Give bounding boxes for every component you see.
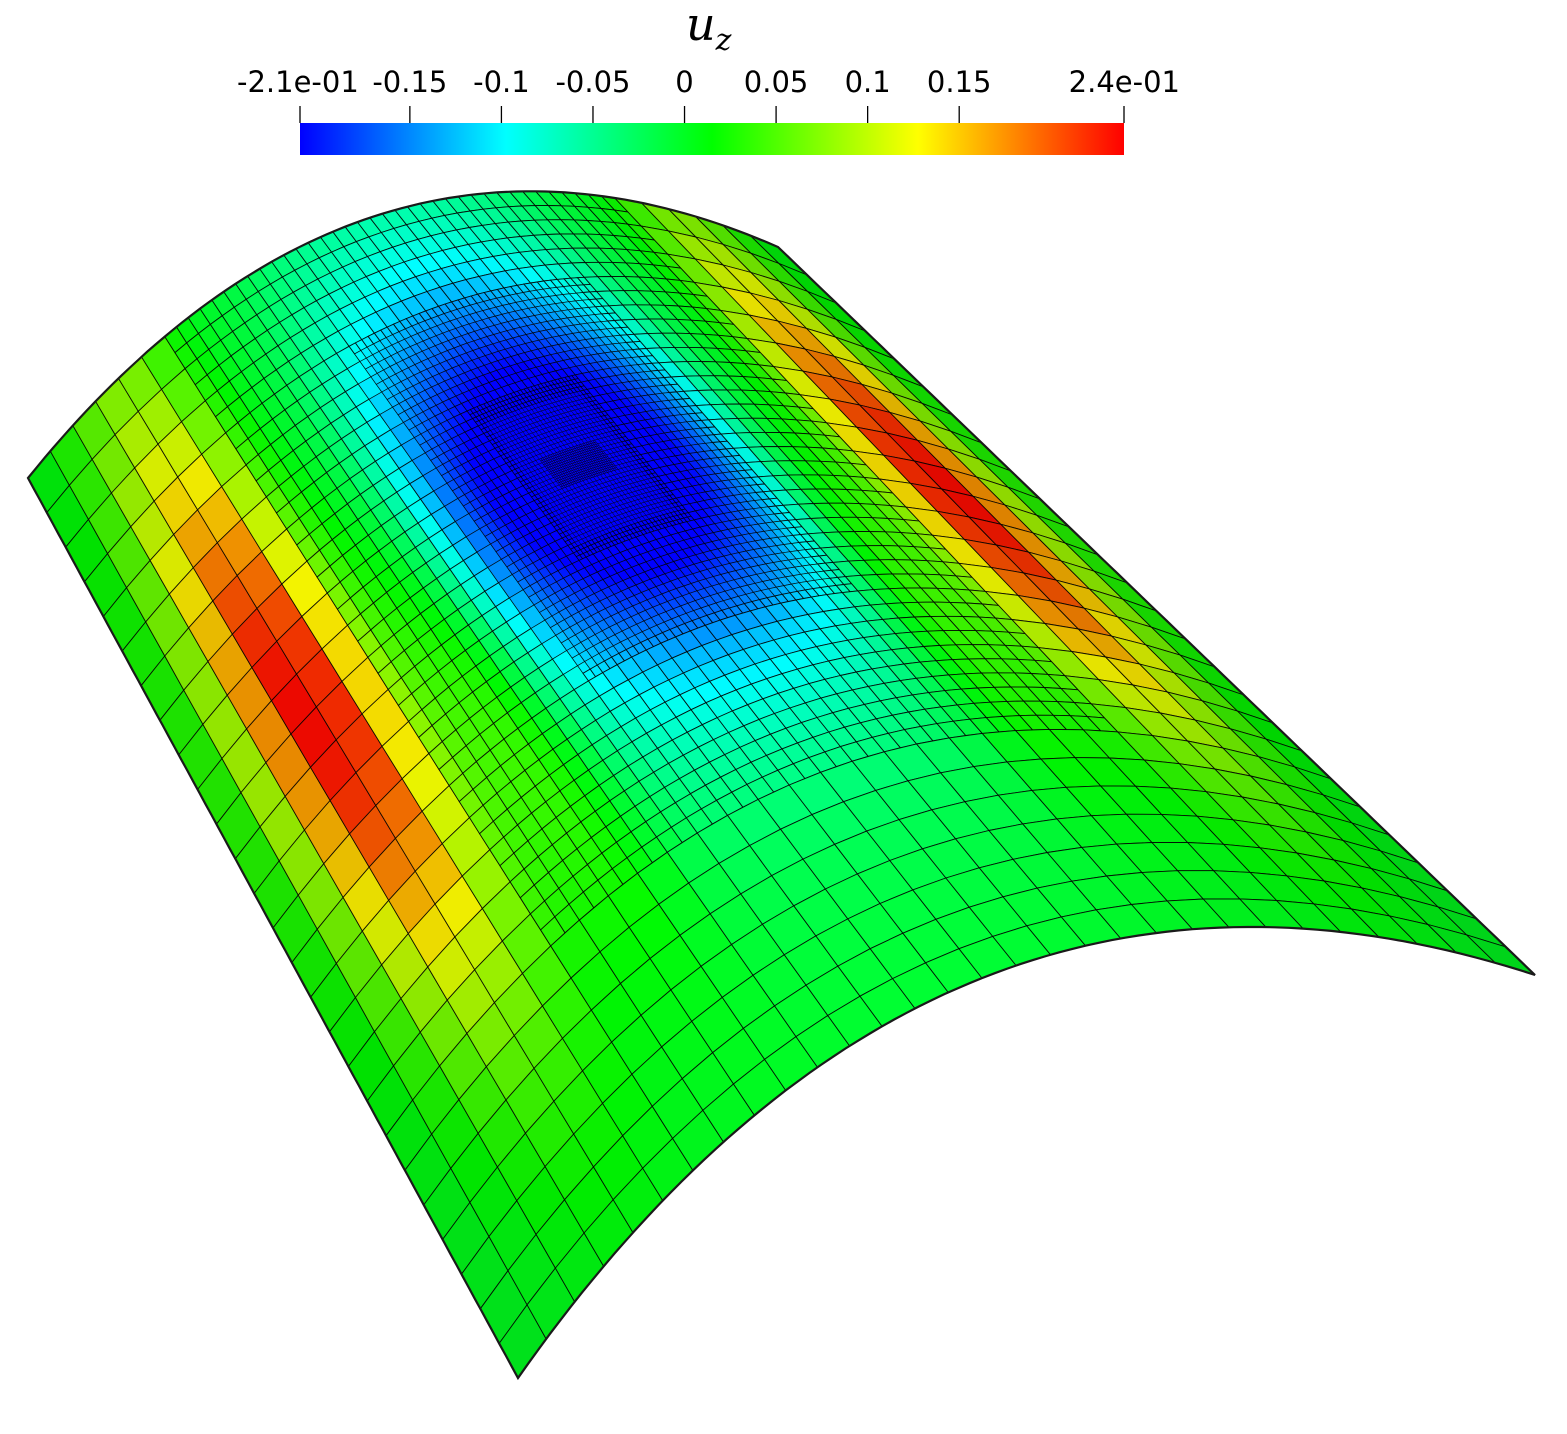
colorbar-tick-label-3: 0 (675, 65, 693, 99)
colorbar-tick-label-1: -0.1 (473, 65, 530, 99)
colorbar-max-label: 2.4e-01 (1069, 65, 1180, 99)
colorbar-gradient-bar (300, 123, 1124, 155)
shell-surface (26, 190, 1536, 1381)
colorbar-title: uz (686, 0, 732, 58)
colorbar: uz -2.1e-01 2.4e-01 -0.15 -0.1 -0.05 0 0.05 0… (237, 0, 1180, 155)
colorbar-tick-label-4: 0.05 (744, 65, 809, 99)
colorbar-title-subscript: z (715, 23, 732, 58)
colorbar-tick-label-5: 0.1 (845, 65, 891, 99)
shell-cells (27, 190, 1536, 1379)
colorbar-tick-label-6: 0.15 (927, 65, 992, 99)
colorbar-ticks: -0.15 -0.1 -0.05 0 0.05 0.1 0.15 (372, 65, 991, 123)
colorbar-title-u: u (686, 0, 716, 51)
colorbar-min-label: -2.1e-01 (237, 65, 359, 99)
colorbar-tick-label-2: -0.05 (555, 65, 630, 99)
colorbar-tick-label-0: -0.15 (372, 65, 447, 99)
